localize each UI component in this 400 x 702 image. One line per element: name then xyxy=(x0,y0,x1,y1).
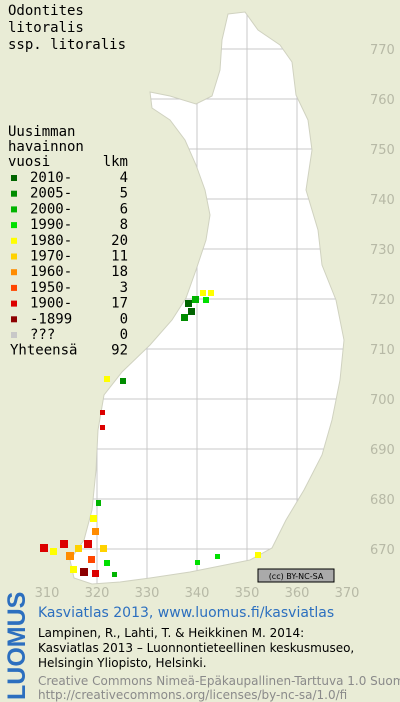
legend-header: havainnon xyxy=(8,139,84,155)
legend-count: 8 xyxy=(120,217,128,233)
legend-label: 2010- xyxy=(30,170,72,186)
legend-count: 4 xyxy=(120,170,128,186)
x-label: 350 xyxy=(235,586,260,601)
x-label: 370 xyxy=(335,586,360,601)
legend-swatch xyxy=(11,332,17,338)
citation: Lampinen, R., Lahti, T. & Heikkinen M. 2… xyxy=(38,626,304,640)
title: litoralis xyxy=(8,20,84,36)
legend-count: 0 xyxy=(120,311,128,327)
legend-label: 1960- xyxy=(30,264,72,280)
legend-count: 3 xyxy=(120,280,128,296)
legend-swatch xyxy=(11,253,17,260)
cc-badge: (cc) BY-NC-SA xyxy=(257,568,335,583)
legend-label: 1970- xyxy=(30,249,72,265)
legend-count: 17 xyxy=(111,296,128,312)
legend-label: -1899 xyxy=(30,311,72,327)
x-label: 320 xyxy=(85,586,110,601)
legend-count: 6 xyxy=(120,201,128,217)
legend-count: 0 xyxy=(120,327,128,343)
citation: Helsingin Yliopisto, Helsinki. xyxy=(38,656,207,670)
legend-swatch xyxy=(11,316,17,323)
y-label: 680 xyxy=(370,493,395,508)
y-label: 730 xyxy=(370,243,395,258)
y-label: 750 xyxy=(370,143,395,158)
legend-swatch xyxy=(11,237,17,244)
logo: LUOMUS xyxy=(3,592,31,700)
license: http://creativecommons.org/licenses/by-n… xyxy=(38,688,347,702)
legend-label: 1990- xyxy=(30,217,72,233)
legend-count: 5 xyxy=(120,186,128,202)
observations xyxy=(40,290,261,577)
legend-swatch xyxy=(11,284,17,291)
title: ssp. litoralis xyxy=(8,37,126,53)
legend-swatch xyxy=(11,190,17,197)
legend-swatch xyxy=(11,222,17,229)
legend-label: 2000- xyxy=(30,201,72,217)
legend-col: vuosi xyxy=(8,154,50,170)
legend-label: 2005- xyxy=(30,186,72,202)
title: Odontites xyxy=(8,3,84,19)
legend-label: 1980- xyxy=(30,233,72,249)
y-label: 720 xyxy=(370,293,395,308)
legend-count: 11 xyxy=(111,249,128,265)
legend-header: Uusimman xyxy=(8,124,75,140)
legend-label: 1950- xyxy=(30,280,72,296)
legend-swatch xyxy=(11,269,17,276)
y-label: 740 xyxy=(370,193,395,208)
legend-count: 20 xyxy=(111,233,128,249)
y-label: 670 xyxy=(370,543,395,558)
badge-text: (cc) BY-NC-SA xyxy=(269,572,324,581)
total: 92 xyxy=(111,343,128,359)
legend-col: lkm xyxy=(103,154,128,170)
legend-swatch xyxy=(11,175,17,181)
legend-swatch xyxy=(11,300,17,307)
y-label: 690 xyxy=(370,443,395,458)
y-label: 710 xyxy=(370,343,395,358)
x-label: 330 xyxy=(135,586,160,601)
legend-count: 18 xyxy=(111,264,128,280)
legend-label: 1900- xyxy=(30,296,72,312)
license: Creative Commons Nimeä-Epäkaupallinen-Ta… xyxy=(38,674,400,688)
y-label: 760 xyxy=(370,93,395,108)
x-label: 340 xyxy=(185,586,210,601)
legend-label: ??? xyxy=(30,327,55,343)
y-label: 770 xyxy=(370,43,395,58)
y-label: 700 xyxy=(370,393,395,408)
x-label: 360 xyxy=(285,586,310,601)
legend-swatch xyxy=(11,206,17,213)
link[interactable]: Kasviatlas 2013, www.luomus.fi/kasviatla… xyxy=(38,605,334,621)
total-label: Yhteensä xyxy=(10,343,77,359)
citation: Kasviatlas 2013 – Luonnontieteellinen ke… xyxy=(38,641,354,655)
x-label: 310 xyxy=(35,586,60,601)
